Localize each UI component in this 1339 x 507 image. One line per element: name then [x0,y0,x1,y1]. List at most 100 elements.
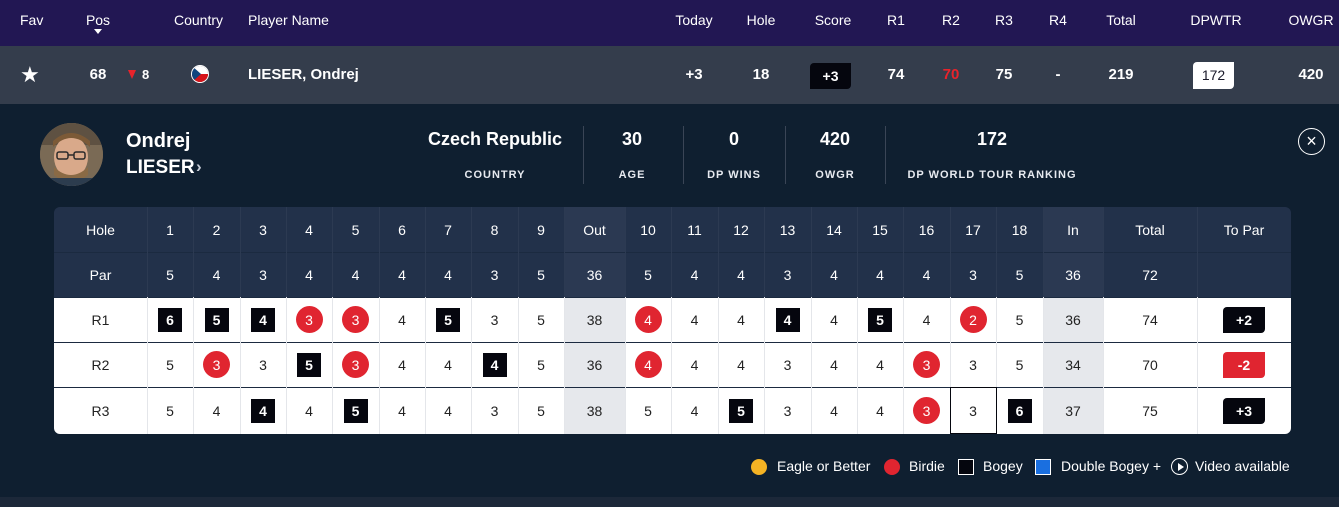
bogey-legend-icon [958,459,974,475]
hole-cell: To Par [1197,207,1291,252]
stat-age-label: AGE [618,169,646,181]
legend-eagle: Eagle or Better [777,458,871,474]
stat-divider [583,126,584,184]
par-cell: 72 [1103,252,1197,297]
bogey-score: 4 [251,307,275,332]
row-divider [54,297,1291,298]
close-icon[interactable]: × [1298,128,1325,155]
round-score-cell: 5 [996,342,1043,387]
par-cell: 4 [379,252,425,297]
bogey-score: 6 [1007,398,1032,423]
round-score-cell: 3 [471,387,518,434]
stat-divider [885,126,886,184]
stat-owgr-label: OWGR [815,169,855,181]
col-country[interactable]: Country [174,12,224,28]
round-score-cell: 4 [718,297,764,342]
round-score-cell: 4 [811,297,857,342]
hole-cell: 12 [718,207,764,252]
hole-cell: 14 [811,207,857,252]
stat-ranking-label: DP WORLD TOUR RANKING [907,169,1077,181]
col-score[interactable]: Score [814,12,852,28]
round-score-cell: 6 [996,387,1043,434]
col-fav[interactable]: Fav [20,12,44,28]
par-cell: 3 [471,252,518,297]
round-score-cell: 70 [1103,342,1197,387]
round-score-cell: 5 [518,342,564,387]
col-r1[interactable]: R1 [887,12,905,28]
favorite-star-icon[interactable]: ★ [20,62,40,87]
col-owgr[interactable]: OWGR [1288,12,1334,28]
col-divider [996,207,997,297]
col-divider [764,207,765,297]
legend-video[interactable]: Video available [1195,458,1290,474]
col-r4[interactable]: R4 [1049,12,1067,28]
player-last-name[interactable]: LIESER [126,157,195,178]
round-score-cell: 4 [671,342,718,387]
col-pos[interactable]: Pos [85,12,111,28]
round-score-cell: 75 [1103,387,1197,434]
round1-score: 74 [887,66,905,83]
round-score-cell: 34 [1043,342,1103,387]
col-divider [625,207,626,297]
par-cell: 4 [811,252,857,297]
round-score-cell: 5 [625,387,671,434]
stat-divider [683,126,684,184]
row-divider [54,252,1291,253]
video-play-icon[interactable] [1171,458,1188,475]
round-score-cell: 6 [147,297,193,342]
round-score-cell: 3 [332,297,379,342]
col-r2[interactable]: R2 [942,12,960,28]
position-movement: 8 [142,67,150,82]
col-total[interactable]: Total [1106,12,1136,28]
col-player-name[interactable]: Player Name [248,12,329,28]
col-dpwtr[interactable]: DPWTR [1190,12,1242,28]
col-today[interactable]: Today [675,12,713,28]
col-divider [564,297,565,434]
col-divider [1197,297,1198,434]
col-hole[interactable]: Hole [746,12,776,28]
round-score-cell: 3 [764,387,811,434]
bogey-score: 5 [868,307,892,332]
par-cell: 5 [996,252,1043,297]
next-player-row[interactable] [0,497,1339,507]
col-divider [332,297,333,434]
round-score-cell: 4 [625,342,671,387]
player-first-name[interactable]: Ondrej [126,130,191,152]
col-divider [625,297,626,434]
hole-cell: 3 [240,207,286,252]
sort-caret-icon[interactable] [94,29,102,34]
col-divider [903,207,904,297]
player-name[interactable]: LIESER, Ondrej [248,66,359,83]
hole-cell: 7 [425,207,471,252]
round-score-cell: 74 [1103,297,1197,342]
double-bogey-legend-icon [1035,459,1051,475]
leaderboard-header: Fav Pos Country Player Name Today Hole S… [0,0,1339,46]
round-score-cell: 4 [240,387,286,434]
player-row[interactable]: ★ 68 8 LIESER, Ondrej +3 18 74 70 75 - 2… [0,46,1339,104]
par-cell: 3 [240,252,286,297]
par-cell: 36 [564,252,625,297]
round-score-cell: +3 [1197,387,1291,434]
col-divider [671,207,672,297]
round-score-cell: 4 [857,387,903,434]
col-divider [903,297,904,434]
row-divider [54,342,1291,343]
par-cell: 4 [193,252,240,297]
round-score-cell: 3 [950,387,996,434]
hole-cell: In [1043,207,1103,252]
round-score-cell: 3 [471,297,518,342]
col-divider [1197,207,1198,297]
col-divider [332,207,333,297]
par-cell: 4 [857,252,903,297]
hole-row-label: Hole [54,207,147,252]
col-divider [811,297,812,434]
col-r3[interactable]: R3 [995,12,1013,28]
round-score-cell: 3 [193,342,240,387]
chevron-right-icon[interactable]: › [196,157,202,176]
bogey-score: 5 [297,352,321,377]
round-score-cell: 5 [147,387,193,434]
round3-score: 75 [995,66,1013,83]
hole-cell: 17 [950,207,996,252]
par-cell: 4 [903,252,950,297]
round-score-cell: 4 [671,387,718,434]
